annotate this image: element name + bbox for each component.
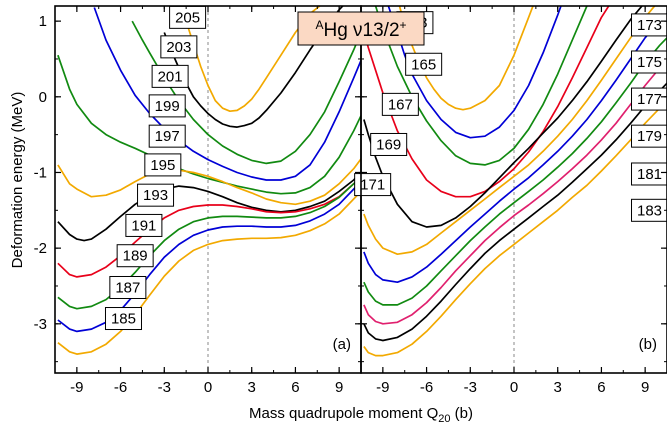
x-tick-label: 0 [204, 379, 212, 396]
series-line-181 [363, 82, 667, 342]
curve-label-193: 193 [137, 183, 175, 207]
series-line-193 [57, 171, 361, 242]
curve-label-179: 179 [631, 124, 667, 148]
curve-label-175: 175 [631, 50, 667, 74]
curve-label-173: 173 [631, 13, 667, 37]
curve-label-185: 185 [104, 307, 142, 331]
svg-text:177: 177 [637, 91, 662, 108]
curve-label-167: 167 [381, 92, 419, 116]
series-line-183 [363, 100, 667, 357]
series-line-195 [57, 158, 361, 206]
svg-text:165: 165 [411, 56, 436, 73]
series-line-179 [363, 59, 667, 325]
series-line-189 [57, 175, 361, 310]
title-suffix: + [400, 18, 407, 32]
y-tick-label: 0 [39, 89, 47, 106]
svg-text:197: 197 [155, 128, 180, 145]
title-main: Hg ν13/2 [323, 20, 399, 41]
curve-label-191: 191 [125, 213, 163, 237]
series-line-187 [57, 181, 361, 333]
y-tick-label: -1 [34, 164, 47, 181]
svg-text:193: 193 [143, 187, 168, 204]
y-axis-title: Deformation energy (MeV) [9, 92, 26, 269]
x-tick-label: -9 [376, 379, 389, 396]
x-tick-label: 6 [291, 379, 299, 396]
curve-label-183: 183 [631, 198, 667, 222]
x-tick-label: 6 [597, 379, 605, 396]
series-line-185 [57, 190, 361, 355]
panel-tag: (a) [333, 336, 351, 353]
curve-label-195: 195 [144, 153, 182, 177]
series-line-177 [363, 37, 667, 306]
y-tick-label: -3 [34, 316, 47, 333]
svg-text:205: 205 [175, 9, 200, 26]
svg-text:169: 169 [376, 136, 401, 153]
x-tick-label: 9 [641, 379, 649, 396]
x-tick-label: -3 [158, 379, 171, 396]
svg-text:167: 167 [388, 96, 413, 113]
curve-label-189: 189 [116, 244, 154, 268]
chart-title: AHg ν13/2+ [297, 11, 425, 46]
curve-label-171: 171 [354, 173, 392, 197]
x-tick-label: -6 [420, 379, 433, 396]
svg-text:199: 199 [155, 98, 180, 115]
curve-label-203: 203 [160, 35, 198, 59]
svg-text:179: 179 [637, 128, 662, 145]
series-line-205 [179, 6, 322, 113]
curve-label-181: 181 [631, 162, 667, 186]
svg-text:AHg ν13/2+: AHg ν13/2+ [315, 18, 406, 41]
svg-text:171: 171 [360, 177, 385, 194]
series-line-171 [363, 6, 644, 228]
series-line-199 [93, 7, 361, 181]
series-line-191 [57, 175, 361, 278]
svg-text:191: 191 [131, 217, 156, 234]
y-tick-label: -2 [34, 240, 47, 257]
svg-text:187: 187 [115, 279, 140, 296]
svg-text:201: 201 [158, 68, 183, 85]
x-tick-label: 9 [335, 379, 343, 396]
title-prefix: A [315, 18, 323, 32]
curve-label-205: 205 [169, 5, 207, 29]
x-tick-label: 3 [554, 379, 562, 396]
x-tick-label: -6 [114, 379, 127, 396]
svg-text:189: 189 [123, 248, 148, 265]
curve-label-187: 187 [109, 275, 147, 299]
svg-text:183: 183 [637, 202, 662, 219]
svg-text:195: 195 [150, 157, 175, 174]
x-tick-label: -3 [464, 379, 477, 396]
x-tick-label: 0 [510, 379, 518, 396]
series-line-167 [374, 6, 588, 166]
curve-label-201: 201 [151, 64, 189, 88]
curve-label-165: 165 [405, 52, 443, 76]
series-line-175 [363, 13, 667, 284]
svg-text:185: 185 [111, 311, 136, 328]
curve-label-199: 199 [148, 94, 186, 118]
x-tick-label: -9 [70, 379, 83, 396]
svg-text:173: 173 [637, 17, 662, 34]
series-line-197 [57, 54, 361, 195]
panel-tag: (b) [639, 336, 657, 353]
y-tick-label: 1 [39, 13, 47, 30]
curve-label-197: 197 [148, 124, 186, 148]
x-tick-label: 3 [248, 379, 256, 396]
series-line-173 [363, 6, 656, 256]
curve-label-169: 169 [370, 132, 408, 156]
curve-label-177: 177 [631, 87, 667, 111]
svg-text:181: 181 [637, 166, 662, 183]
panel-b: 163165167169171173175177179181183(b) [354, 5, 667, 374]
svg-text:175: 175 [637, 54, 662, 71]
panel-a: 205 203 201 199 197 195 193 191 189 187 185 (a) [54, 5, 362, 374]
x-axis-title: Mass quadrupole moment Q20 (b) [249, 405, 473, 425]
svg-text:203: 203 [166, 39, 191, 56]
